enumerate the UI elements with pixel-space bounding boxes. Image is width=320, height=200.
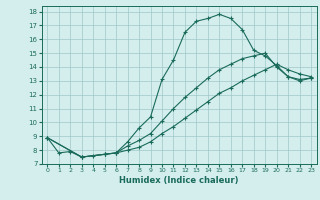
X-axis label: Humidex (Indice chaleur): Humidex (Indice chaleur) (119, 176, 239, 185)
